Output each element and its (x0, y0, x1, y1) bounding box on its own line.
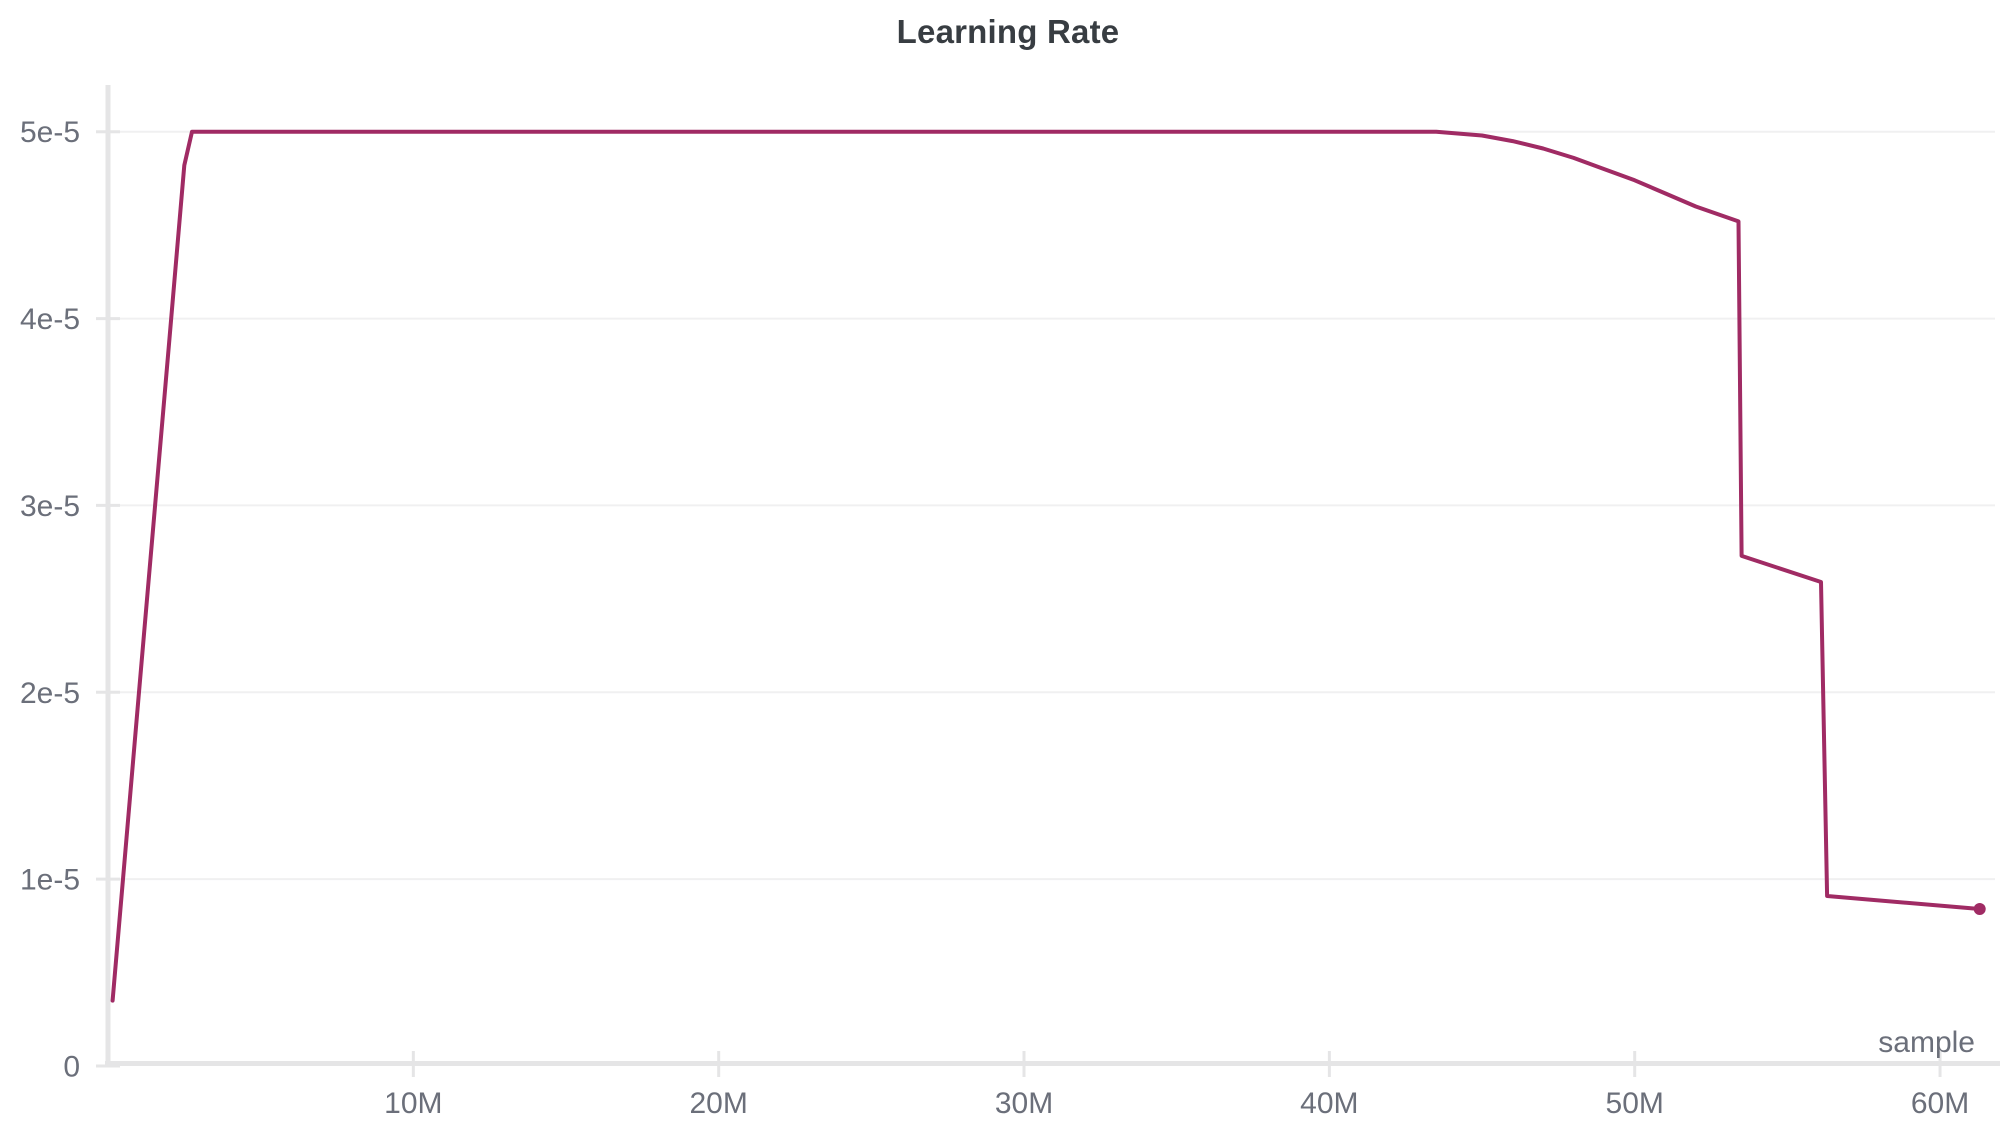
x-tick-label: 50M (1606, 1087, 1664, 1120)
y-axis-tick-labels: 0 1e-5 2e-5 3e-5 4e-5 5e-5 (20, 116, 80, 1083)
learning-rate-line[interactable] (110, 129, 1982, 1003)
x-tick-label: 20M (689, 1087, 747, 1120)
y-tick-label: 5e-5 (20, 116, 80, 149)
y-axis-ticks (96, 130, 120, 1068)
axes (105, 85, 2000, 1066)
line-end-point-marker[interactable] (1973, 903, 1986, 915)
x-tick-label: 60M (1911, 1087, 1969, 1120)
x-tick-label: 40M (1300, 1087, 1358, 1120)
x-axis-ticks (411, 1051, 1942, 1077)
gridlines (108, 130, 1995, 881)
y-tick-label: 2e-5 (20, 677, 80, 710)
chart-title: Learning Rate (897, 13, 1120, 50)
y-tick-label: 3e-5 (20, 490, 80, 523)
y-tick-label: 4e-5 (20, 303, 80, 336)
y-tick-label: 0 (63, 1051, 80, 1084)
x-axis-label: sample (1878, 1026, 1975, 1059)
x-tick-label: 10M (384, 1087, 442, 1120)
x-axis-tick-labels: 10M 20M 30M 40M 50M 60M (384, 1087, 1969, 1120)
x-tick-label: 30M (995, 1087, 1053, 1120)
y-tick-label: 1e-5 (20, 864, 80, 897)
